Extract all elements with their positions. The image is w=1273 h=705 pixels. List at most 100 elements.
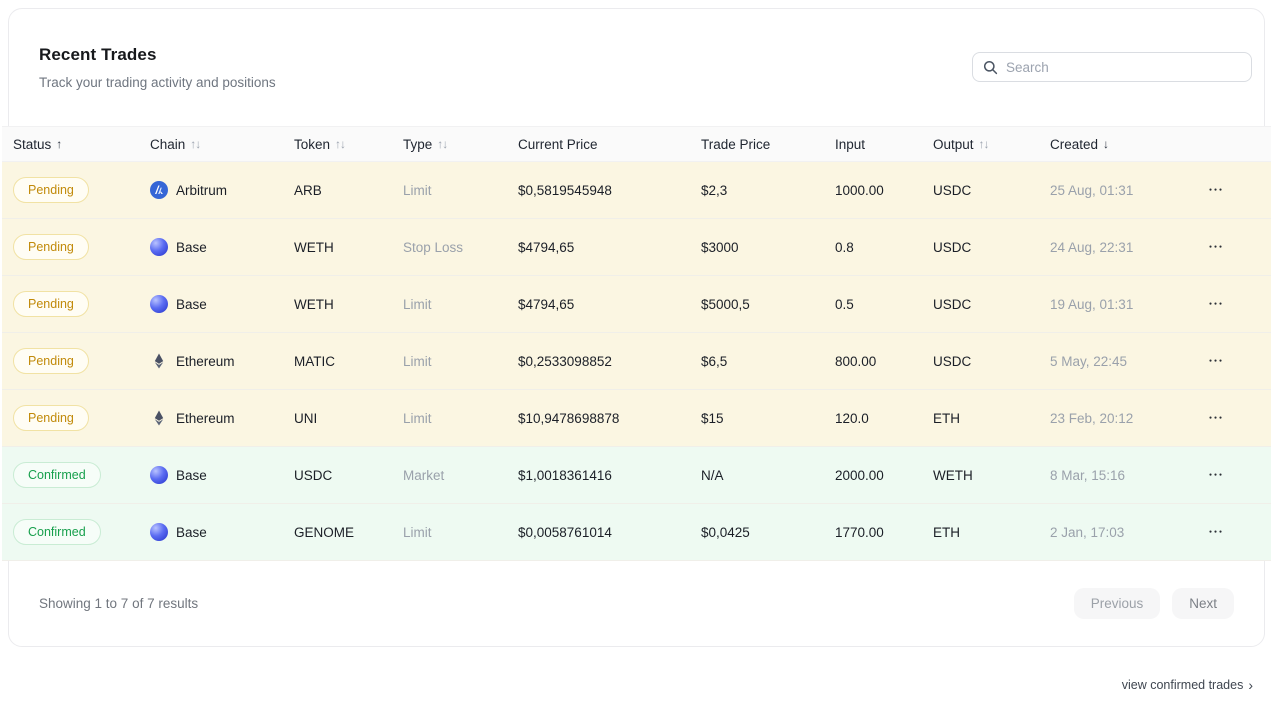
chain-label: Ethereum: [176, 354, 235, 369]
results-count: Showing 1 to 7 of 7 results: [39, 596, 198, 611]
column-label: Current Price: [518, 137, 598, 152]
status-badge: Pending: [13, 177, 89, 203]
heading-block: Recent Trades Track your trading activit…: [39, 45, 276, 90]
type-cell: Stop Loss: [403, 240, 518, 255]
sort-both-icon: ↑↓: [335, 137, 345, 151]
status-cell: Pending: [13, 234, 150, 260]
trade-price-cell: $5000,5: [701, 297, 835, 312]
type-cell: Limit: [403, 525, 518, 540]
chain-label: Base: [176, 468, 207, 483]
row-menu-button[interactable]: ●●●: [1209, 416, 1224, 421]
table-footer: Showing 1 to 7 of 7 results Previous Nex…: [9, 561, 1264, 645]
column-header-output[interactable]: Output↑↓: [933, 137, 1050, 152]
output-cell: USDC: [933, 297, 1050, 312]
column-label: Type: [403, 137, 432, 152]
row-menu-button[interactable]: ●●●: [1209, 530, 1224, 535]
status-badge: Confirmed: [13, 462, 101, 488]
chain-label: Ethereum: [176, 411, 235, 426]
actions-cell: ●●●: [1195, 359, 1271, 364]
row-menu-button[interactable]: ●●●: [1209, 188, 1224, 193]
search-input[interactable]: [1006, 60, 1241, 75]
trade-price-cell: $15: [701, 411, 835, 426]
token-cell: USDC: [294, 468, 403, 483]
actions-cell: ●●●: [1195, 416, 1271, 421]
column-header-chain[interactable]: Chain↑↓: [150, 137, 294, 152]
created-cell: 2 Jan, 17:03: [1050, 525, 1195, 540]
chain-cell: Ethereum: [150, 352, 294, 370]
base-chain-icon: [150, 523, 168, 541]
table-body: Pending Arbitrum ARB Limit $0,5819545948…: [2, 162, 1271, 561]
table-row: Pending Ethereum MATIC Limit $0,25330988…: [2, 333, 1271, 390]
column-label: Chain: [150, 137, 185, 152]
input-cell: 1000.00: [835, 183, 933, 198]
current-price-cell: $0,5819545948: [518, 183, 701, 198]
column-header-current-price: Current Price: [518, 137, 701, 152]
table-row: Confirmed Base GENOME Limit $0,005876101…: [2, 504, 1271, 561]
base-chain-icon: [150, 466, 168, 484]
table-row: Pending Ethereum UNI Limit $10,947869887…: [2, 390, 1271, 447]
table-row: Confirmed Base USDC Market $1,0018361416…: [2, 447, 1271, 504]
output-cell: WETH: [933, 468, 1050, 483]
trade-price-cell: $3000: [701, 240, 835, 255]
current-price-cell: $1,0018361416: [518, 468, 701, 483]
chain-cell: Base: [150, 523, 294, 541]
pagination: Previous Next: [1074, 588, 1234, 619]
row-menu-button[interactable]: ●●●: [1209, 473, 1224, 478]
trade-price-cell: N/A: [701, 468, 835, 483]
search-box[interactable]: [972, 52, 1252, 82]
column-header-status[interactable]: Status↑: [13, 137, 150, 152]
output-cell: USDC: [933, 183, 1050, 198]
view-confirmed-trades-link[interactable]: view confirmed trades ›: [1122, 678, 1253, 692]
arbitrum-chain-icon: [150, 181, 168, 199]
created-cell: 19 Aug, 01:31: [1050, 297, 1195, 312]
column-label: Output: [933, 137, 974, 152]
token-cell: ARB: [294, 183, 403, 198]
current-price-cell: $4794,65: [518, 297, 701, 312]
actions-cell: ●●●: [1195, 245, 1271, 250]
created-cell: 8 Mar, 15:16: [1050, 468, 1195, 483]
status-cell: Pending: [13, 291, 150, 317]
row-menu-button[interactable]: ●●●: [1209, 302, 1224, 307]
table-row: Pending Base WETH Limit $4794,65 $5000,5…: [2, 276, 1271, 333]
status-cell: Pending: [13, 348, 150, 374]
current-price-cell: $4794,65: [518, 240, 701, 255]
column-label: Created: [1050, 137, 1098, 152]
chain-cell: Base: [150, 238, 294, 256]
chain-cell: Ethereum: [150, 409, 294, 427]
status-cell: Pending: [13, 177, 150, 203]
column-label: Status: [13, 137, 51, 152]
card-header: Recent Trades Track your trading activit…: [9, 9, 1264, 90]
column-header-trade-price: Trade Price: [701, 137, 835, 152]
next-button[interactable]: Next: [1172, 588, 1234, 619]
created-cell: 5 May, 22:45: [1050, 354, 1195, 369]
trades-table: Status↑Chain↑↓Token↑↓Type↑↓Current Price…: [2, 126, 1271, 561]
chain-label: Base: [176, 240, 207, 255]
previous-button[interactable]: Previous: [1074, 588, 1161, 619]
actions-cell: ●●●: [1195, 188, 1271, 193]
row-menu-button[interactable]: ●●●: [1209, 245, 1224, 250]
actions-cell: ●●●: [1195, 473, 1271, 478]
chevron-right-icon: ›: [1248, 678, 1253, 692]
column-header-type[interactable]: Type ↑↓: [403, 137, 518, 152]
output-cell: ETH: [933, 525, 1050, 540]
status-badge: Pending: [13, 291, 89, 317]
recent-trades-card: Recent Trades Track your trading activit…: [8, 8, 1265, 647]
chain-label: Arbitrum: [176, 183, 227, 198]
base-chain-icon: [150, 295, 168, 313]
output-cell: ETH: [933, 411, 1050, 426]
page-subtitle: Track your trading activity and position…: [39, 75, 276, 90]
row-menu-button[interactable]: ●●●: [1209, 359, 1224, 364]
output-cell: USDC: [933, 240, 1050, 255]
token-cell: UNI: [294, 411, 403, 426]
type-cell: Limit: [403, 297, 518, 312]
column-header-created[interactable]: Created↓: [1050, 137, 1195, 152]
created-cell: 23 Feb, 20:12: [1050, 411, 1195, 426]
column-header-token[interactable]: Token↑↓: [294, 137, 403, 152]
page: Recent Trades Track your trading activit…: [0, 0, 1273, 705]
input-cell: 1770.00: [835, 525, 933, 540]
sort-both-icon: ↑↓: [437, 137, 447, 151]
ethereum-chain-icon: [150, 409, 168, 427]
chain-cell: Base: [150, 466, 294, 484]
type-cell: Limit: [403, 411, 518, 426]
status-badge: Confirmed: [13, 519, 101, 545]
